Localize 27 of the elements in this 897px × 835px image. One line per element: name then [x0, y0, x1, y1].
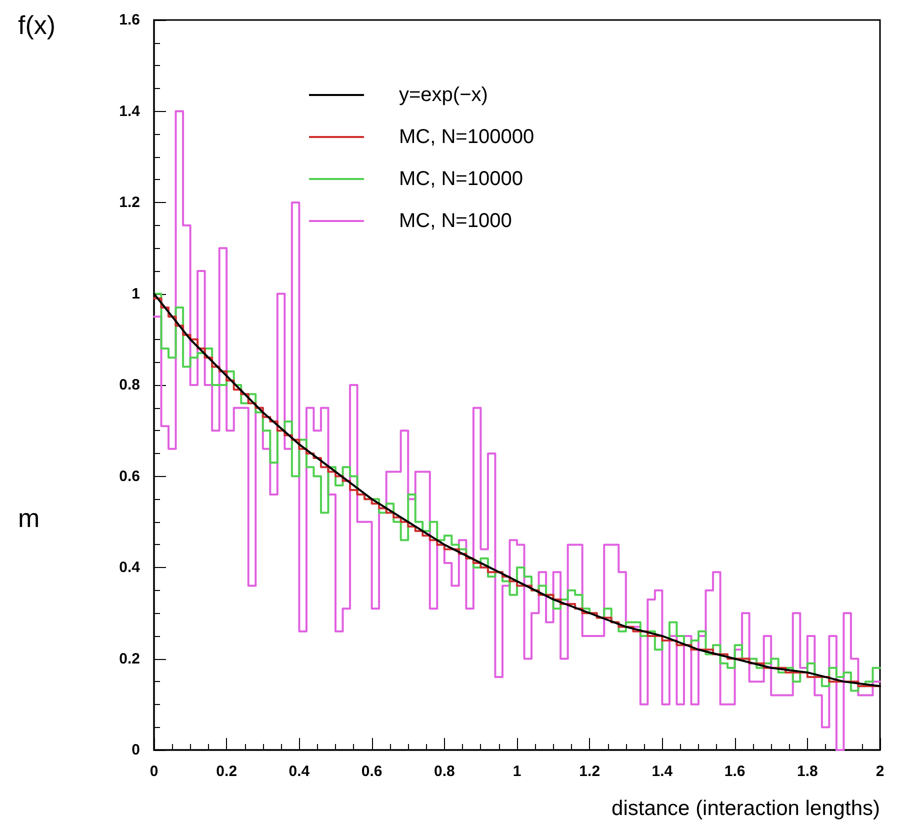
legend-label: MC, N=100000 — [399, 126, 534, 148]
y-tick-label: 1.6 — [119, 12, 140, 28]
y-tick-label: 1 — [132, 285, 140, 302]
x-tick-label: 1 — [512, 763, 522, 780]
x-tick-label: 1.6 — [724, 763, 746, 780]
y-tick-label: 0 — [132, 742, 140, 758]
x-tick-label: 0.4 — [288, 763, 310, 780]
x-tick-label: 0.6 — [361, 763, 382, 780]
x-tick-label: 2 — [876, 763, 884, 780]
x-tick-label: 0 — [150, 763, 158, 780]
y-tick-label: 0.8 — [119, 376, 140, 394]
x-axis-title: distance (interaction lengths) — [612, 797, 880, 820]
y-axis-title: f(x) — [18, 10, 56, 40]
x-tick-label: 0.2 — [216, 763, 238, 780]
legend-label: y=exp(−x) — [399, 84, 488, 106]
x-tick-label: 1.4 — [652, 763, 674, 780]
y-tick-label: 0.4 — [119, 559, 141, 576]
y-tick-label: 1.2 — [119, 194, 140, 211]
y-tick-label: 0.2 — [119, 650, 140, 668]
y-tick-label: 0.6 — [119, 468, 140, 485]
y-tick-label: 1.4 — [119, 102, 141, 120]
text: m — [18, 503, 40, 533]
x-tick-label: 1.2 — [579, 763, 600, 780]
legend-label: MC, N=10000 — [399, 168, 523, 190]
legend-label: MC, N=1000 — [399, 210, 512, 232]
x-tick-label: 0.8 — [434, 763, 455, 780]
x-tick-label: 1.8 — [796, 763, 818, 780]
